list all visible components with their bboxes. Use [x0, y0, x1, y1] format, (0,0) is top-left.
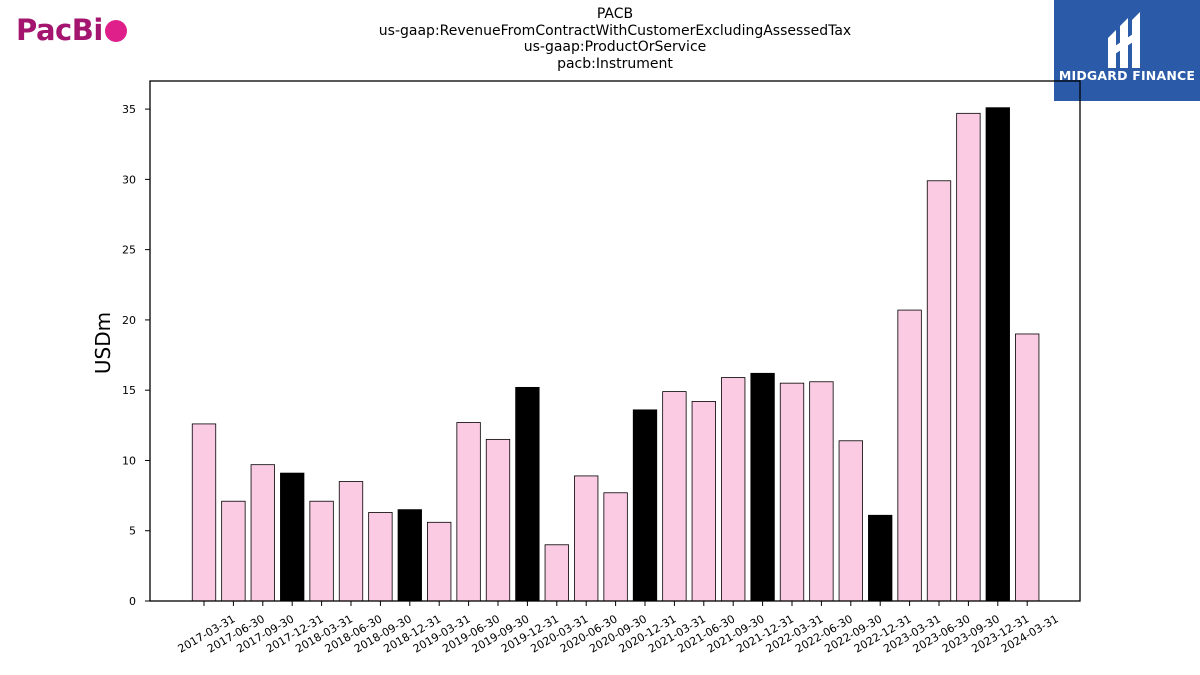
- chart-title-line-3: us-gaap:ProductOrService: [523, 39, 707, 55]
- bar: [838, 440, 863, 602]
- bar: [456, 422, 481, 602]
- bar: [485, 438, 511, 602]
- bar: [544, 544, 569, 602]
- midgard-finance-logo: MIDGARD FINANCE: [1054, 0, 1200, 101]
- y-tick-label: 35: [122, 103, 136, 116]
- y-tick-label: 15: [122, 384, 136, 397]
- y-tick-label: 0: [129, 595, 136, 608]
- y-tick-label: 5: [129, 525, 136, 538]
- bar: [397, 509, 422, 602]
- bar: [721, 377, 746, 602]
- y-axis-label: USDm: [91, 312, 115, 374]
- bar: [956, 112, 981, 602]
- plot-frame: [149, 80, 1081, 602]
- chart-title-line-2: us-gaap:RevenueFromContractWithCustomerE…: [378, 22, 852, 39]
- y-tick-label: 25: [122, 244, 136, 257]
- bar: [427, 521, 452, 602]
- bar: [191, 423, 217, 602]
- chart-title-line-1: PACB: [596, 6, 634, 22]
- pacbio-logo-dot: [104, 20, 127, 42]
- y-tick-label: 20: [122, 314, 136, 327]
- chart-title-line-4: pacb:Instrument: [557, 55, 673, 72]
- bar: [338, 481, 364, 602]
- bar: [603, 492, 628, 602]
- bar: [250, 464, 275, 602]
- midgard-finance-text: MIDGARD FINANCE: [1058, 68, 1196, 83]
- bar: [691, 401, 716, 602]
- pacbio-logo: PacBi: [16, 10, 127, 50]
- bar: [309, 500, 334, 602]
- bar: [632, 409, 658, 602]
- bar: [809, 381, 834, 602]
- bar: [574, 475, 599, 602]
- bar: [985, 107, 1010, 602]
- pacbio-logo-text: PacBi: [16, 13, 103, 47]
- bar: [897, 309, 922, 602]
- bar: [515, 386, 540, 602]
- bar: [926, 180, 952, 602]
- bar: [868, 514, 893, 602]
- bar: [662, 391, 687, 602]
- bar: [221, 500, 246, 602]
- chart-title: PACB us-gaap:RevenueFromContractWithCust…: [315, 6, 915, 72]
- y-tick-label: 10: [122, 454, 136, 467]
- bar: [1015, 333, 1040, 602]
- bar: [280, 472, 305, 602]
- bar: [750, 372, 775, 602]
- bar: [368, 512, 393, 602]
- y-tick-label: 30: [122, 173, 136, 186]
- bar: [779, 382, 805, 602]
- midgard-emblem-icon: [1108, 12, 1140, 68]
